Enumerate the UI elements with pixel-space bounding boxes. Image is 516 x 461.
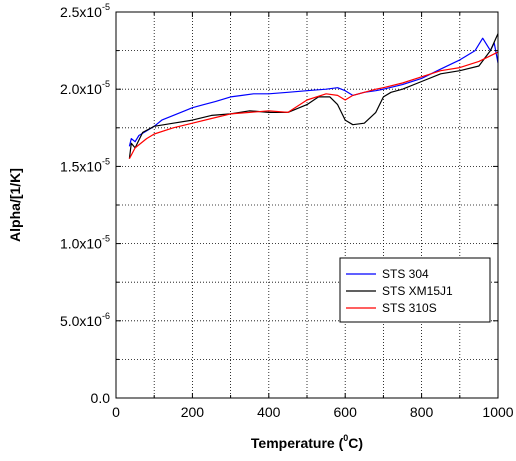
legend-box bbox=[339, 257, 491, 323]
y-tick-label: 0.0 bbox=[91, 390, 111, 406]
y-axis-title: Alpha/[1/K] bbox=[7, 168, 23, 242]
y-tick-label: 2.0x10-5 bbox=[60, 79, 110, 97]
series-line-3 bbox=[128, 51, 499, 159]
y-tick-label: 2.5x10-5 bbox=[60, 2, 110, 20]
x-tick-label: 600 bbox=[334, 404, 358, 420]
x-tick-label: 800 bbox=[410, 404, 434, 420]
series-line-2 bbox=[128, 33, 499, 159]
x-tick-labels: 0 200 400 600 800 1000 bbox=[112, 404, 514, 420]
y-tick-label: 1.5x10-5 bbox=[60, 156, 110, 174]
y-tick-label: 1.0x10-5 bbox=[60, 234, 110, 252]
legend-label: STS XM15J1 bbox=[382, 284, 453, 298]
y-tick-label: 5.0x10-6 bbox=[60, 311, 110, 329]
x-axis-title-unit: C bbox=[348, 435, 358, 451]
axis-ticks bbox=[115, 11, 499, 399]
legend-label: STS 304 bbox=[382, 267, 429, 281]
series-line-1 bbox=[128, 37, 499, 147]
x-tick-label: 0 bbox=[112, 404, 120, 420]
y-tick-labels: 0.0 5.0x10-6 1.0x10-5 1.5x10-5 2.0x10-5 2.5x1… bbox=[60, 2, 110, 406]
x-axis-title-open: ( bbox=[335, 435, 344, 451]
series-lines bbox=[128, 33, 499, 159]
x-axis-title-close: ) bbox=[358, 435, 363, 451]
x-axis-title-sup: 0 bbox=[343, 433, 348, 443]
x-tick-label: 1000 bbox=[482, 404, 513, 420]
legend-label: STS 310S bbox=[382, 301, 437, 315]
x-axis-title-text: Temperature bbox=[251, 435, 335, 451]
legend: STS 304 STS XM15J1 STS 310S bbox=[339, 257, 491, 323]
grid-lines bbox=[116, 12, 498, 398]
x-tick-label: 200 bbox=[181, 404, 205, 420]
x-tick-label: 400 bbox=[257, 404, 281, 420]
x-axis-title: Temperature (0C) bbox=[251, 433, 363, 451]
